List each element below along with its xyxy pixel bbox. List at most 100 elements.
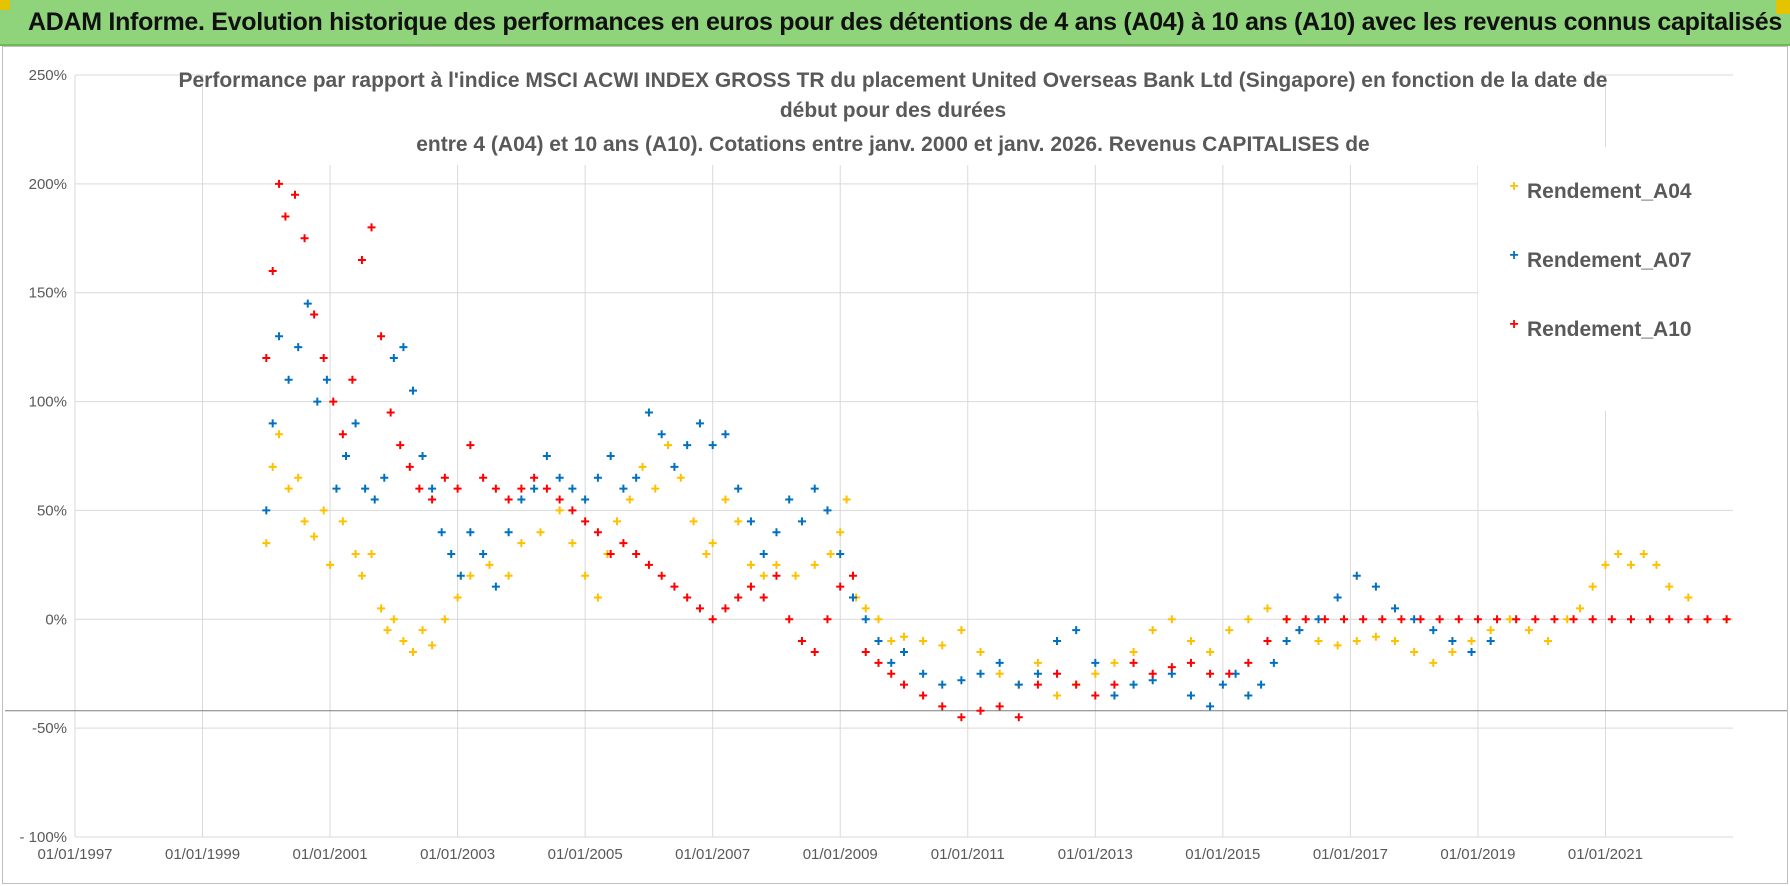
point-Rendement_A10 (581, 517, 590, 526)
point-Rendement_A10 (1110, 680, 1119, 689)
point-Rendement_A04 (664, 441, 673, 450)
point-Rendement_A07 (517, 495, 526, 504)
point-Rendement_A04 (1639, 549, 1648, 558)
point-Rendement_A04 (810, 560, 819, 569)
point-Rendement_A10 (1626, 615, 1635, 624)
point-Rendement_A04 (887, 637, 896, 646)
point-Rendement_A07 (861, 615, 870, 624)
x-tick-label: 01/01/1997 (37, 846, 112, 863)
banner-title: ADAM Informe. Evolution historique des p… (28, 8, 1782, 36)
point-Rendement_A10 (1512, 615, 1521, 624)
y-tick-label: 50% (37, 502, 67, 519)
legend-label-a07: Rendement_A07 (1527, 249, 1692, 272)
point-Rendement_A04 (1110, 658, 1119, 667)
point-Rendement_A07 (606, 452, 615, 460)
point-Rendement_A04 (1614, 549, 1623, 558)
x-tick-label: 01/01/2011 (931, 846, 1005, 863)
point-Rendement_A10 (338, 430, 347, 439)
y-tick-label: 250% (29, 67, 67, 84)
point-Rendement_A07 (1486, 637, 1495, 646)
point-Rendement_A07 (1129, 680, 1138, 689)
point-Rendement_A04 (377, 604, 386, 613)
point-Rendement_A10 (268, 266, 277, 275)
point-Rendement_A10 (919, 691, 928, 700)
point-Rendement_A10 (396, 441, 405, 450)
point-Rendement_A07 (268, 419, 277, 428)
point-Rendement_A07 (361, 484, 370, 493)
point-Rendement_A07 (938, 680, 947, 689)
point-Rendement_A10 (291, 190, 300, 199)
point-Rendement_A10 (644, 560, 653, 569)
point-Rendement_A10 (1053, 669, 1062, 678)
point-Rendement_A07 (708, 441, 717, 450)
point-Rendement_A10 (593, 528, 602, 537)
y-tick-label: -50% (32, 720, 67, 737)
point-Rendement_A07 (1269, 658, 1278, 667)
point-Rendement_A10 (1091, 691, 1100, 700)
point-Rendement_A04 (300, 517, 309, 526)
point-Rendement_A04 (357, 571, 366, 580)
point-Rendement_A04 (1448, 647, 1457, 656)
point-Rendement_A07 (389, 354, 398, 363)
point-Rendement_A10 (861, 647, 870, 656)
point-Rendement_A07 (370, 495, 379, 504)
point-Rendement_A10 (734, 593, 743, 602)
point-Rendement_A04 (976, 647, 985, 656)
point-Rendement_A07 (995, 658, 1004, 667)
point-Rendement_A07 (823, 506, 832, 515)
point-Rendement_A04 (1467, 637, 1476, 646)
point-Rendement_A07 (772, 528, 781, 537)
point-Rendement_A07 (581, 495, 590, 504)
point-Rendement_A04 (919, 637, 928, 646)
point-Rendement_A07 (303, 299, 312, 308)
x-tick-label: 01/01/2005 (548, 846, 623, 863)
point-Rendement_A07 (619, 484, 628, 493)
x-tick-label: 01/01/2007 (675, 846, 750, 863)
point-Rendement_A10 (491, 484, 500, 493)
banner-corner-mark-left (0, 0, 10, 10)
point-Rendement_A10 (348, 375, 357, 384)
point-Rendement_A07 (1295, 626, 1304, 635)
point-Rendement_A10 (657, 571, 666, 580)
point-Rendement_A10 (1550, 615, 1559, 624)
point-Rendement_A10 (542, 484, 551, 493)
point-Rendement_A04 (676, 473, 685, 482)
gridlines (5, 74, 1787, 838)
point-Rendement_A04 (338, 517, 347, 526)
point-Rendement_A10 (517, 484, 526, 493)
point-Rendement_A10 (281, 212, 290, 221)
point-Rendement_A07 (1033, 669, 1042, 678)
point-Rendement_A04 (613, 517, 622, 526)
point-Rendement_A07 (1282, 637, 1291, 646)
point-Rendement_A04 (262, 539, 271, 548)
point-Rendement_A04 (957, 626, 966, 635)
point-Rendement_A10 (377, 332, 386, 341)
point-Rendement_A07 (919, 669, 928, 678)
x-tick-label: 01/01/1999 (165, 846, 240, 863)
point-Rendement_A04 (995, 669, 1004, 678)
point-Rendement_A04 (1352, 637, 1361, 646)
point-Rendement_A10 (1454, 615, 1463, 624)
y-tick-label: 200% (29, 176, 67, 193)
point-Rendement_A10 (453, 484, 462, 493)
point-Rendement_A04 (1391, 637, 1400, 646)
point-Rendement_A04 (310, 532, 319, 541)
point-Rendement_A04 (842, 495, 851, 504)
point-Rendement_A10 (1397, 615, 1406, 624)
point-Rendement_A10 (810, 647, 819, 656)
point-Rendement_A07 (848, 593, 857, 602)
point-Rendement_A04 (1626, 560, 1635, 569)
point-Rendement_A10 (670, 582, 679, 591)
point-Rendement_A07 (408, 386, 417, 395)
point-Rendement_A10 (1282, 615, 1291, 624)
point-Rendement_A10 (1340, 615, 1349, 624)
point-Rendement_A10 (440, 473, 449, 482)
point-Rendement_A10 (415, 484, 424, 493)
point-Rendement_A07 (746, 517, 755, 526)
point-Rendement_A04 (1148, 626, 1157, 635)
point-Rendement_A07 (683, 441, 692, 450)
point-Rendement_A07 (593, 473, 602, 482)
point-Rendement_A04 (638, 462, 647, 471)
point-Rendement_A04 (466, 571, 475, 580)
point-Rendement_A04 (268, 462, 277, 471)
